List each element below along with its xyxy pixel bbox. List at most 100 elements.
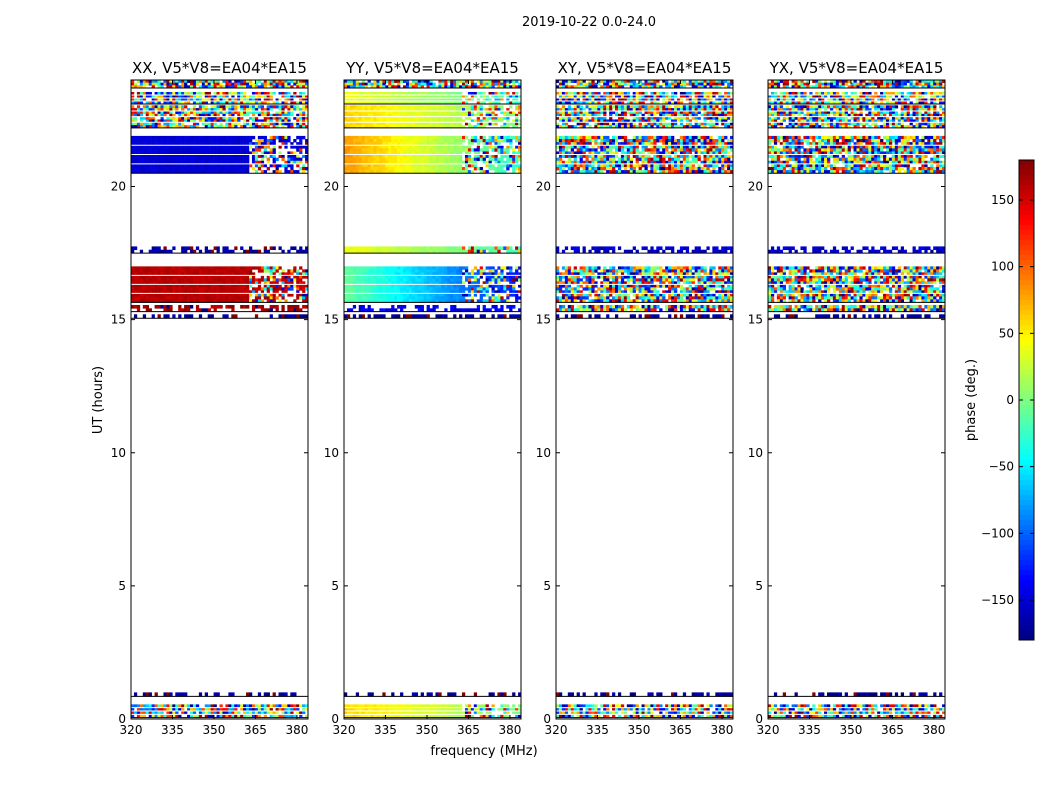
heatmap-cell xyxy=(240,148,244,152)
heatmap-cell xyxy=(403,100,407,105)
heatmap-cell xyxy=(503,266,507,270)
heatmap-cell xyxy=(515,272,519,276)
heatmap-cell xyxy=(213,170,217,174)
heatmap-cell xyxy=(391,707,395,712)
heatmap-cell xyxy=(400,249,404,254)
heatmap-cell xyxy=(417,170,421,174)
heatmap-cell xyxy=(219,284,223,288)
heatmap-cell xyxy=(432,170,436,174)
heatmap-cell xyxy=(287,91,291,96)
heatmap-cell xyxy=(518,308,522,312)
heatmap-cell xyxy=(411,105,416,109)
heatmap-cell xyxy=(160,284,164,288)
heatmap-cell xyxy=(464,266,469,270)
heatmap-cell xyxy=(473,293,478,297)
heatmap-cell xyxy=(506,94,510,99)
heatmap-cell xyxy=(397,293,401,297)
heatmap-cell xyxy=(414,151,419,155)
heatmap-cell xyxy=(429,692,433,697)
heatmap-cell xyxy=(133,119,138,123)
heatmap-cell xyxy=(249,246,253,251)
heatmap-cell xyxy=(269,82,273,86)
heatmap-cell xyxy=(506,157,510,162)
heatmap-cell xyxy=(420,148,424,152)
heatmap-cell xyxy=(414,266,419,270)
heatmap-cell xyxy=(464,97,469,102)
heatmap-cell xyxy=(269,296,273,300)
heatmap-cell xyxy=(370,275,374,279)
heatmap-cell xyxy=(423,714,427,718)
heatmap-cell xyxy=(464,154,469,158)
heatmap-cell xyxy=(254,122,259,126)
heatmap-cell xyxy=(515,119,519,123)
heatmap-cell xyxy=(160,82,164,86)
heatmap-cell xyxy=(417,135,421,140)
heatmap-cell xyxy=(441,139,445,143)
heatmap-cell xyxy=(482,91,486,96)
heatmap-cell xyxy=(370,166,374,171)
heatmap-cell xyxy=(503,135,507,140)
heatmap-cell xyxy=(346,704,351,708)
heatmap-cell xyxy=(234,714,238,718)
heatmap-cell xyxy=(293,122,297,126)
heatmap-cell xyxy=(435,704,439,708)
heatmap-cell xyxy=(473,278,478,282)
heatmap-cell xyxy=(201,119,206,123)
heatmap-cell xyxy=(213,163,217,168)
heatmap-cell xyxy=(491,707,495,712)
heatmap-cell xyxy=(467,711,472,715)
heatmap-cell xyxy=(367,110,371,115)
heatmap-cell xyxy=(204,85,208,89)
heatmap-cell xyxy=(228,80,232,83)
heatmap-cell xyxy=(154,304,158,309)
heatmap-cell xyxy=(281,272,285,276)
heatmap-cell xyxy=(154,154,158,158)
heatmap-cell xyxy=(139,82,144,86)
heatmap-cell xyxy=(151,154,155,158)
heatmap-cell xyxy=(438,314,442,319)
heatmap-cell xyxy=(133,160,138,165)
heatmap-cell xyxy=(243,163,247,168)
heatmap-cell xyxy=(405,100,410,105)
heatmap-cell xyxy=(260,105,265,109)
heatmap-cell xyxy=(494,275,498,279)
heatmap-cell xyxy=(417,269,421,273)
heatmap-cell xyxy=(222,100,226,105)
heatmap-cell xyxy=(506,704,510,708)
heatmap-cell xyxy=(355,160,360,165)
heatmap-cell xyxy=(131,166,135,171)
heatmap-cell xyxy=(512,692,516,697)
heatmap-cell xyxy=(249,125,253,129)
heatmap-cell xyxy=(411,711,416,715)
heatmap-cell xyxy=(151,290,155,294)
heatmap-cell xyxy=(405,704,410,708)
heatmap-cell xyxy=(257,293,262,297)
heatmap-cell xyxy=(266,284,270,288)
heatmap-cell xyxy=(178,278,182,282)
heatmap-cell xyxy=(494,154,498,158)
heatmap-cell xyxy=(376,293,380,297)
heatmap-cell xyxy=(231,266,235,270)
heatmap-cell xyxy=(222,714,226,718)
heatmap-cell xyxy=(379,272,383,276)
heatmap-cell xyxy=(272,122,276,126)
heatmap-cell xyxy=(207,108,211,112)
heatmap-band xyxy=(344,314,522,319)
heatmap-cell xyxy=(361,290,365,294)
heatmap-cell xyxy=(254,704,259,708)
heatmap-cell xyxy=(379,166,383,171)
heatmap-cell xyxy=(287,704,291,708)
heatmap-cell xyxy=(364,157,368,162)
heatmap-cell xyxy=(376,91,380,96)
heatmap-cell xyxy=(142,704,147,708)
heatmap-cell xyxy=(278,80,282,83)
heatmap-cell xyxy=(453,108,457,112)
heatmap-cell xyxy=(166,704,170,708)
heatmap-cell xyxy=(408,110,413,115)
heatmap-cell xyxy=(423,142,427,146)
heatmap-cell xyxy=(225,97,229,102)
heatmap-cell xyxy=(213,281,217,285)
heatmap-band xyxy=(131,105,309,129)
heatmap-cell xyxy=(204,704,208,708)
heatmap-cell xyxy=(207,166,211,171)
